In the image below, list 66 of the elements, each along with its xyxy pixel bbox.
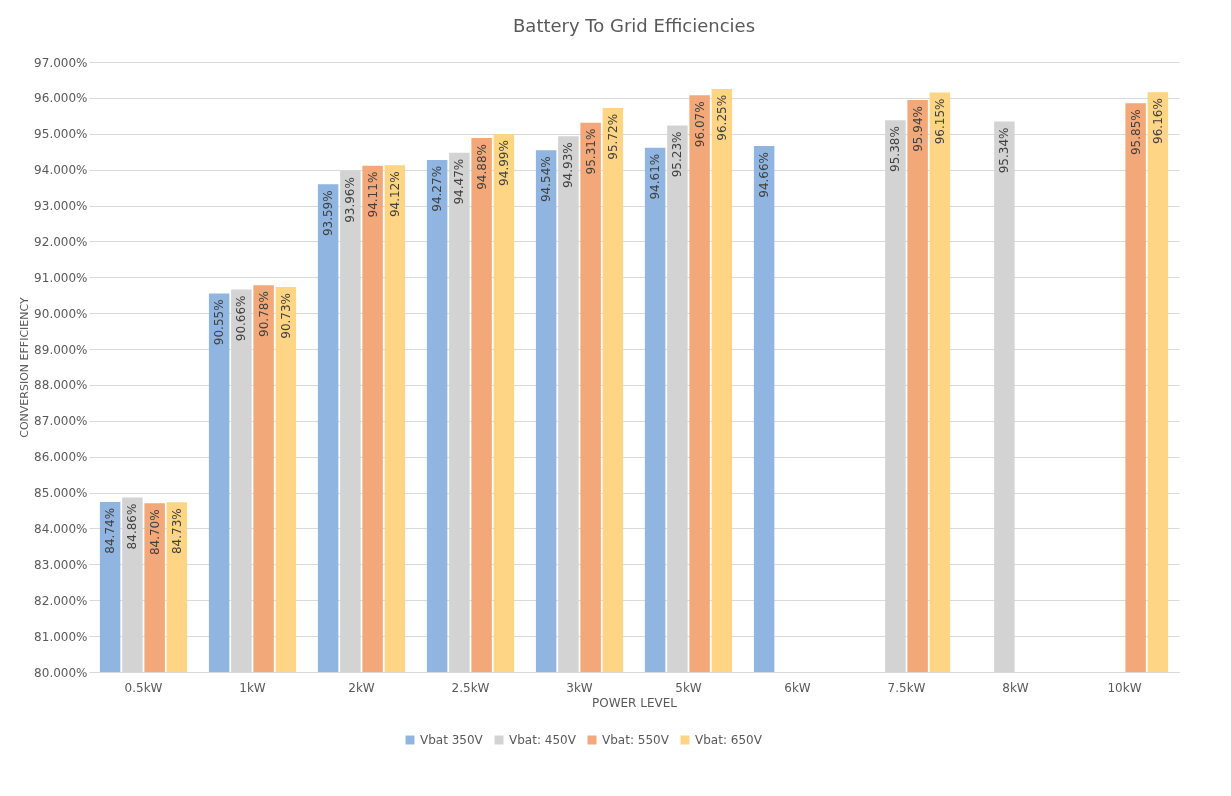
y-tick-label: 89.000% — [34, 342, 88, 357]
legend-label: Vbat 350V — [420, 733, 484, 747]
y-tick-label: 97.000% — [34, 55, 88, 70]
legend-label: Vbat: 450V — [509, 733, 577, 747]
x-tick-label: 7.5kW — [887, 680, 926, 695]
y-tick-label: 91.000% — [34, 270, 88, 285]
x-tick-label: 2.5kW — [451, 680, 490, 695]
data-label: 95.23% — [670, 131, 685, 178]
data-label: 94.93% — [561, 142, 576, 189]
data-label: 94.27% — [430, 165, 445, 212]
x-tick-label: 3kW — [566, 680, 593, 695]
data-label: 95.34% — [997, 127, 1012, 174]
y-tick-label: 81.000% — [34, 629, 88, 644]
data-label: 90.73% — [278, 292, 293, 339]
data-label: 95.31% — [583, 128, 598, 175]
x-tick-label: 8kW — [1002, 680, 1029, 695]
data-label: 84.86% — [125, 503, 140, 550]
x-tick-label: 0.5kW — [124, 680, 163, 695]
data-label: 94.61% — [648, 153, 663, 200]
data-label: 94.54% — [539, 156, 554, 203]
x-tick-label: 1kW — [239, 680, 266, 695]
y-tick-label: 96.000% — [34, 91, 88, 106]
data-label: 93.59% — [321, 190, 336, 237]
y-tick-label: 83.000% — [34, 557, 88, 572]
data-label: 94.12% — [387, 171, 402, 218]
data-label: 90.66% — [234, 295, 249, 342]
y-tick-label: 95.000% — [34, 127, 88, 142]
legend-label: Vbat: 550V — [602, 733, 670, 747]
data-label: 90.78% — [256, 291, 271, 337]
y-tick-label: 93.000% — [34, 199, 88, 214]
data-label: 96.15% — [932, 98, 947, 145]
data-label: 84.70% — [147, 509, 162, 556]
x-tick-label: 10kW — [1107, 680, 1142, 695]
data-label: 84.74% — [103, 507, 118, 554]
data-label: 96.16% — [1150, 98, 1165, 144]
data-label: 95.94% — [910, 106, 925, 152]
y-tick-label: 85.000% — [34, 486, 88, 501]
y-tick-label: 94.000% — [34, 163, 88, 178]
data-label: 96.07% — [692, 101, 707, 148]
x-tick-label: 5kW — [675, 680, 702, 695]
y-tick-label: 80.000% — [34, 665, 88, 680]
y-tick-label: 88.000% — [34, 378, 88, 393]
data-label: 96.25% — [714, 94, 729, 141]
data-label: 90.55% — [212, 299, 227, 346]
data-label: 84.73% — [169, 508, 184, 555]
y-tick-label: 90.000% — [34, 306, 88, 321]
data-label: 95.85% — [1128, 109, 1143, 156]
data-label: 95.72% — [605, 113, 620, 160]
data-label: 94.99% — [496, 140, 511, 186]
y-tick-label: 84.000% — [34, 521, 88, 536]
y-tick-label: 82.000% — [34, 593, 88, 608]
data-label: 94.88% — [474, 144, 489, 190]
data-label: 94.66% — [757, 151, 772, 198]
y-axis-title: CONVERSION EFFICIENCY — [18, 297, 32, 438]
x-axis-title: POWER LEVEL — [591, 695, 678, 710]
data-label: 95.38% — [888, 126, 903, 172]
chart-title: Battery To Grid Efficiencies — [512, 15, 756, 36]
y-tick-label: 86.000% — [34, 450, 88, 465]
data-label: 93.96% — [343, 177, 358, 223]
x-tick-label: 6kW — [784, 680, 811, 695]
x-tick-label: 2kW — [348, 680, 375, 695]
legend-label: Vbat: 650V — [695, 733, 763, 747]
data-label: 94.11% — [365, 171, 380, 218]
y-tick-label: 87.000% — [34, 414, 88, 429]
data-label: 94.47% — [452, 158, 467, 205]
y-tick-label: 92.000% — [34, 234, 88, 249]
